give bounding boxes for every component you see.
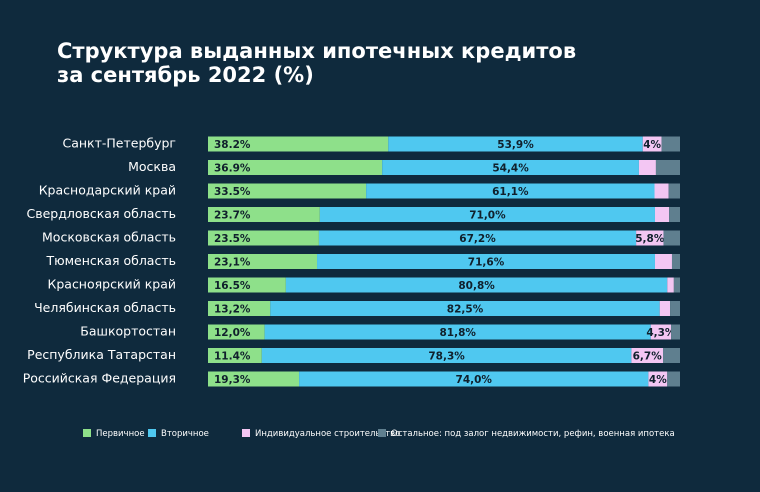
category-label: Российская Федерация	[23, 371, 176, 386]
data-label: 82,5%	[447, 304, 484, 316]
bar-segment	[299, 371, 649, 387]
bar-segment	[264, 324, 651, 340]
category-label: Башкортостан	[80, 324, 176, 339]
bar-segment	[318, 230, 637, 246]
bar-segment	[208, 254, 318, 269]
data-label: 23,1%	[214, 257, 251, 269]
category-label: Краснодарский край	[39, 183, 176, 198]
bar-segment	[654, 183, 669, 199]
data-label: 4%	[649, 374, 667, 386]
category-label: Республика Татарстан	[27, 347, 176, 362]
bar-segment	[631, 348, 664, 363]
bar-segment	[661, 136, 680, 152]
bar-segment	[317, 254, 655, 269]
bar-segment	[388, 136, 643, 152]
bar-segment	[667, 277, 674, 293]
bar-segment	[208, 183, 367, 199]
data-label: 36.9%	[214, 163, 251, 175]
data-label: 13,2%	[214, 304, 251, 316]
data-label: 38.2%	[214, 139, 251, 151]
bar-segment	[638, 160, 656, 175]
bar-segment	[208, 207, 320, 222]
legend-swatch	[242, 429, 250, 437]
data-label: 81,8%	[439, 327, 476, 339]
legend-swatch	[148, 429, 156, 437]
bar-segment	[208, 160, 383, 175]
data-label: 33.5%	[214, 186, 251, 198]
data-label: 53,9%	[497, 139, 534, 151]
bar-segment	[668, 183, 680, 199]
data-label: 23.7%	[214, 210, 251, 222]
category-label: Красноярский край	[47, 277, 176, 292]
bar-segment	[285, 277, 668, 293]
data-label: 71,0%	[469, 210, 506, 222]
data-label: 61,1%	[492, 186, 529, 198]
bar-segment	[208, 324, 265, 340]
bar-segment	[208, 301, 271, 316]
bar-segment	[669, 207, 680, 222]
data-label: 80,8%	[458, 280, 495, 292]
data-label: 4%	[643, 139, 661, 151]
category-label: Московская область	[42, 230, 176, 245]
data-label: 67,2%	[459, 233, 496, 245]
data-label: 74,0%	[456, 374, 493, 386]
bar-segment	[366, 183, 655, 199]
data-label: 6,7%	[633, 351, 663, 363]
bar-segment	[270, 301, 660, 316]
data-label: 12,0%	[214, 327, 251, 339]
chart-title: Структура выданных ипотечных кредитов	[57, 39, 576, 63]
legend-swatch	[378, 429, 386, 437]
data-label: 16.5%	[214, 280, 251, 292]
data-label: 11.4%	[214, 351, 251, 363]
data-label: 5,8%	[635, 233, 665, 245]
data-label: 19,3%	[214, 374, 251, 386]
bar-segment	[654, 207, 670, 222]
bar-segment	[663, 230, 680, 246]
legend-label: Остальное: под залог недвижимости, рефин…	[391, 429, 675, 439]
bar-segment	[659, 301, 671, 316]
bar-segment	[208, 136, 389, 152]
chart-title: за сентябрь 2022 (%)	[57, 63, 314, 87]
bar-segment	[655, 160, 680, 175]
bar-segment	[671, 254, 680, 269]
data-label: 4,3%	[646, 327, 676, 339]
bar-segment	[208, 277, 286, 293]
legend-label: Первичное	[96, 429, 145, 439]
bar-segment	[208, 371, 300, 387]
bar-segment	[382, 160, 639, 175]
bar-segment	[319, 207, 655, 222]
category-label: Челябинская область	[34, 300, 176, 315]
legend-label: Вторичное	[161, 429, 209, 439]
bar-segment	[671, 324, 680, 340]
bar-segment	[636, 230, 664, 246]
category-label: Санкт-Петербург	[62, 136, 176, 151]
bar-segment	[208, 230, 319, 246]
legend-label: Индивидуальное строительство	[255, 429, 400, 439]
bar-segment	[261, 348, 632, 363]
bar-segment	[663, 348, 680, 363]
data-label: 23.5%	[214, 233, 251, 245]
bar-segment	[654, 254, 672, 269]
data-label: 71,6%	[468, 257, 505, 269]
category-label: Свердловская область	[27, 206, 176, 221]
bar-segment	[648, 371, 668, 387]
data-label: 78,3%	[428, 351, 465, 363]
category-label: Москва	[128, 159, 176, 174]
bar-segment	[667, 371, 680, 387]
bar-segment	[208, 348, 262, 363]
bar-segment	[670, 301, 680, 316]
bar-segment	[673, 277, 680, 293]
category-label: Тюменская область	[45, 253, 176, 268]
data-label: 54,4%	[492, 163, 529, 175]
bar-segment	[650, 324, 672, 340]
legend-swatch	[83, 429, 91, 437]
bar-segment	[642, 136, 662, 152]
